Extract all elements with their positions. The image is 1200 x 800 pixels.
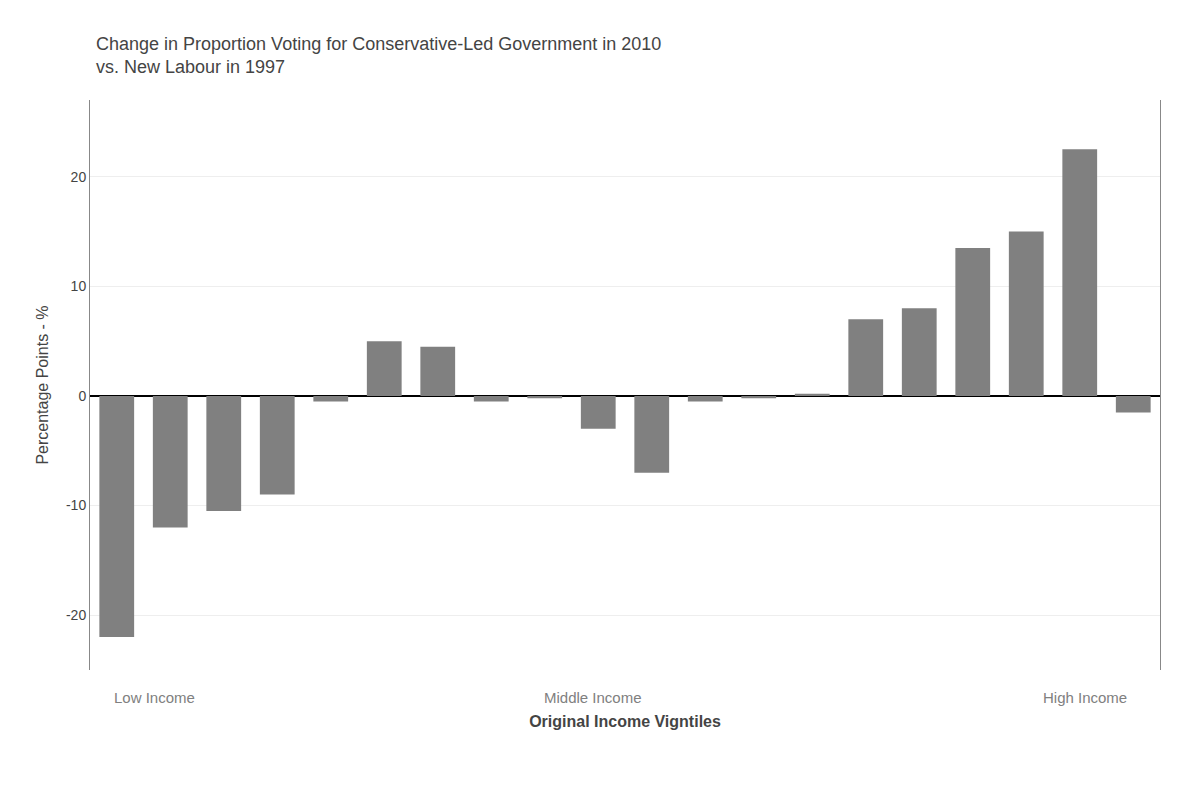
svg-text:Percentage Points - %: Percentage Points - % bbox=[34, 305, 51, 464]
svg-text:Original Income Vigntiles: Original Income Vigntiles bbox=[529, 713, 721, 730]
svg-text:Change in Proportion Voting fo: Change in Proportion Voting for Conserva… bbox=[96, 34, 661, 77]
svg-text:-20: -20 bbox=[66, 607, 86, 623]
svg-text:Middle Income: Middle Income bbox=[544, 689, 642, 706]
svg-text:Low Income: Low Income bbox=[114, 689, 195, 706]
svg-text:10: 10 bbox=[71, 278, 87, 294]
svg-text:0: 0 bbox=[78, 388, 86, 404]
svg-text:20: 20 bbox=[71, 169, 87, 185]
svg-text:High Income: High Income bbox=[1043, 689, 1127, 706]
svg-text:-10: -10 bbox=[66, 497, 86, 513]
